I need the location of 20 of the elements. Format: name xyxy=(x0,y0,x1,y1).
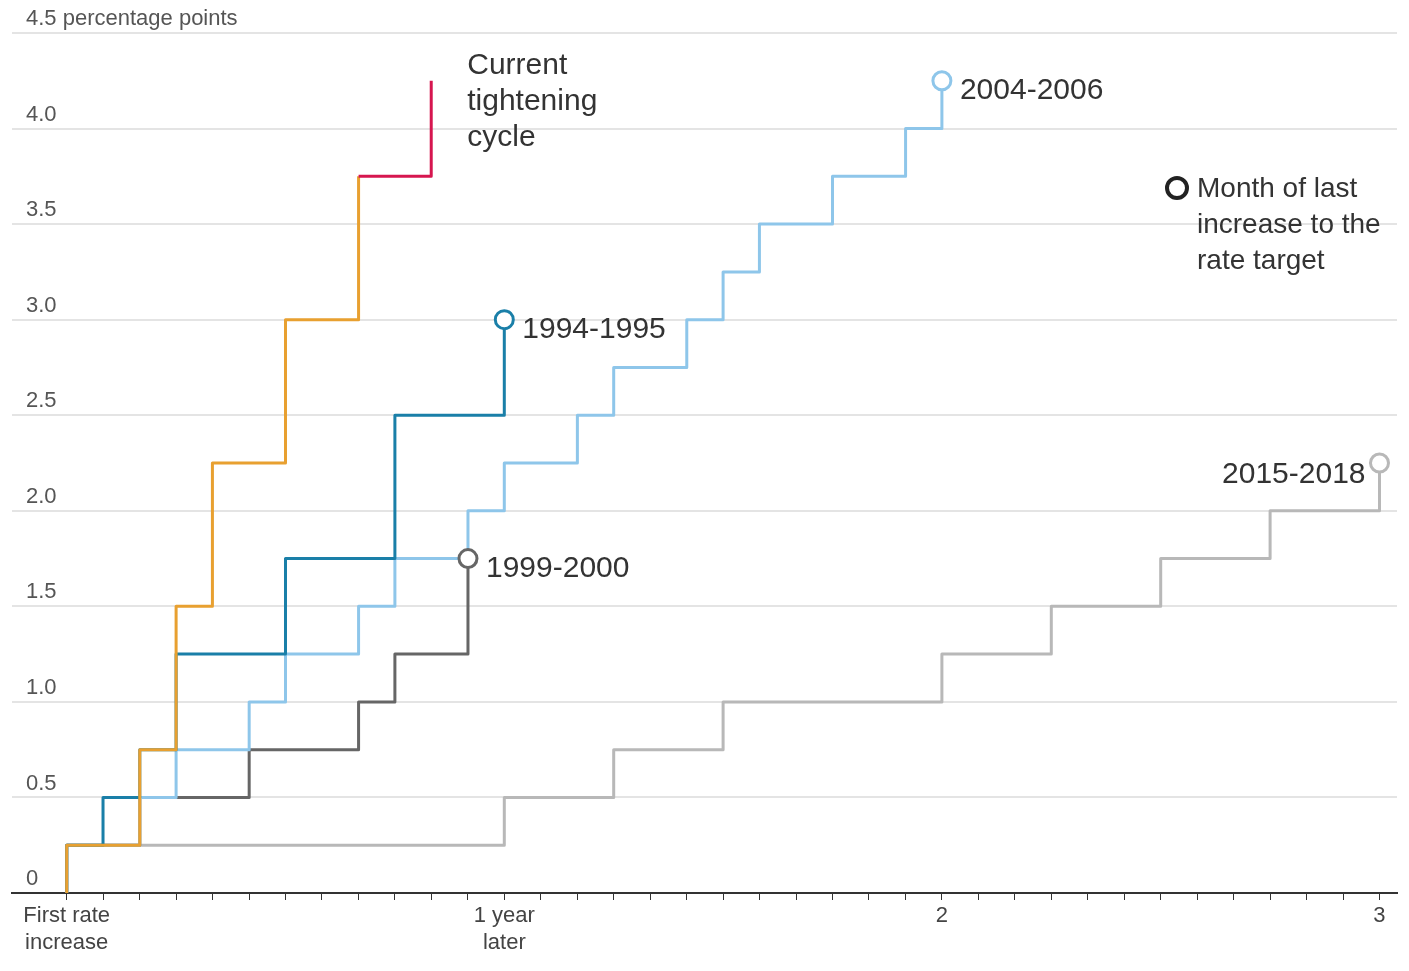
y-tick-label: 0 xyxy=(26,865,39,891)
x-tick-label: 2 xyxy=(935,902,949,928)
series-label: 2015-2018 xyxy=(1222,456,1366,490)
y-tick-label: 1.0 xyxy=(26,673,57,699)
y-tick-label: 3.0 xyxy=(26,291,57,317)
annotation: Month of last increase to the rate target xyxy=(1197,171,1382,277)
series-label: 1999-2000 xyxy=(485,549,630,583)
y-tick-label: 4.0 xyxy=(26,100,57,126)
x-tick-label: 3 xyxy=(1373,902,1386,928)
y-tick-label: 1.5 xyxy=(26,578,57,604)
x-tick-label: 1 year later xyxy=(473,902,535,954)
y-tick-label: 3.5 xyxy=(26,196,57,222)
series-label: 1994-1995 xyxy=(522,310,666,344)
y-tick-label: 2.0 xyxy=(26,482,57,508)
y-tick-label: 2.5 xyxy=(26,387,57,413)
y-tick-label: 0.5 xyxy=(26,769,57,795)
y-tick-label: 4.5 percentage points xyxy=(26,5,238,31)
x-tick-label: First rate increase xyxy=(23,902,111,954)
series-label: Current tightening cycle xyxy=(467,47,598,153)
series-label: 2004-2006 xyxy=(959,72,1104,106)
